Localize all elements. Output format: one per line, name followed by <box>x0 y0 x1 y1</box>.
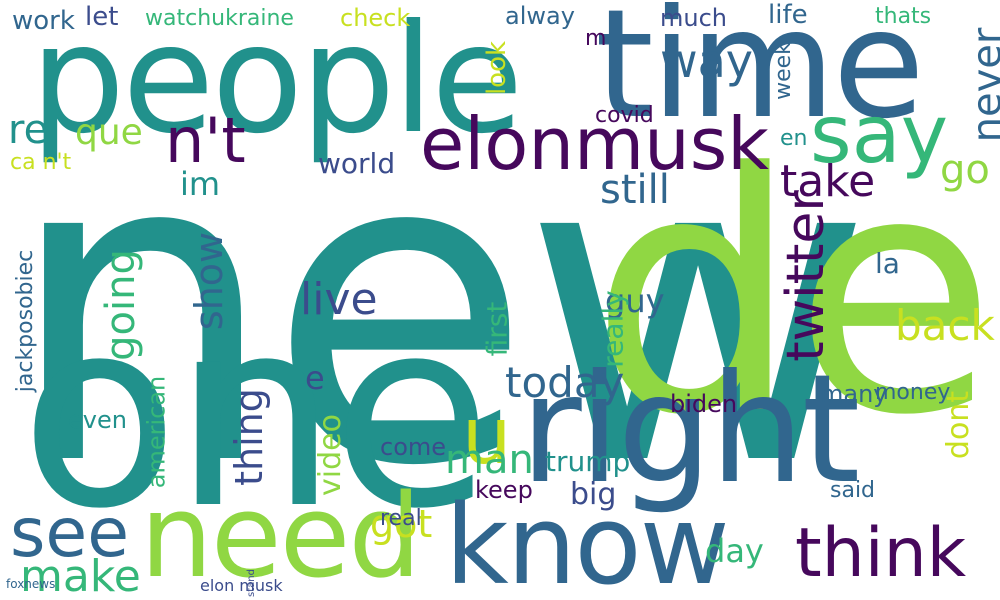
word: let <box>95 4 96 5</box>
word: take <box>780 156 876 207</box>
word: right <box>520 343 860 517</box>
word: really <box>596 290 630 368</box>
word: real <box>380 506 422 531</box>
word: need <box>140 470 421 600</box>
word: en <box>780 126 808 151</box>
word: m <box>585 26 607 51</box>
word: twitter <box>775 190 836 362</box>
word: man <box>445 437 534 483</box>
word: im <box>180 165 221 203</box>
word: biden <box>670 390 738 418</box>
word: elonmusk <box>420 102 769 186</box>
word: e <box>305 359 325 397</box>
word: one <box>20 264 492 566</box>
word: re <box>8 107 49 153</box>
word: got <box>370 502 433 546</box>
word: said <box>830 478 876 503</box>
word: let <box>85 2 119 32</box>
word: way <box>660 34 754 88</box>
word: show <box>187 231 232 331</box>
word: que <box>75 112 143 153</box>
word: u <box>462 392 512 482</box>
word: think <box>795 514 967 593</box>
word: come <box>380 433 447 461</box>
word: watchukraine <box>145 6 294 31</box>
word: make <box>20 551 141 600</box>
word: today <box>505 358 625 407</box>
word: live <box>300 274 378 325</box>
word: life <box>768 0 808 30</box>
word: keep <box>475 476 533 504</box>
word: video <box>312 414 348 496</box>
word: jackposobiec <box>13 249 39 393</box>
word: american <box>142 375 171 489</box>
word: see <box>10 494 130 573</box>
word: de <box>590 103 996 487</box>
word: much <box>660 4 727 32</box>
word: time <box>595 0 925 152</box>
word: even <box>68 406 127 434</box>
word: check <box>340 4 411 32</box>
word: know <box>445 481 730 600</box>
word: day <box>705 532 764 570</box>
word: first <box>480 301 514 357</box>
word: guy <box>605 282 665 320</box>
word: ca n't <box>10 150 72 175</box>
word: say <box>810 88 949 181</box>
word: trump <box>545 445 631 478</box>
word: going <box>97 249 144 361</box>
word: never <box>964 27 1000 143</box>
word: still <box>600 167 670 213</box>
word: la <box>875 247 900 280</box>
word: world <box>318 147 396 180</box>
word: covid <box>595 103 654 128</box>
word: new <box>5 60 874 560</box>
word: week <box>770 42 796 100</box>
word: work <box>12 6 75 36</box>
word: go <box>940 147 990 193</box>
word: many <box>820 380 888 408</box>
word: alway <box>505 2 575 30</box>
word: look <box>482 40 513 96</box>
word: big <box>570 477 617 512</box>
word: thats <box>875 4 932 29</box>
word: people <box>30 0 523 167</box>
word: foxnews <box>6 577 56 591</box>
word: thing <box>226 388 271 486</box>
word: money <box>875 380 951 405</box>
word: back <box>895 301 995 350</box>
word: n't <box>165 104 246 177</box>
word: elon musk <box>200 576 283 595</box>
